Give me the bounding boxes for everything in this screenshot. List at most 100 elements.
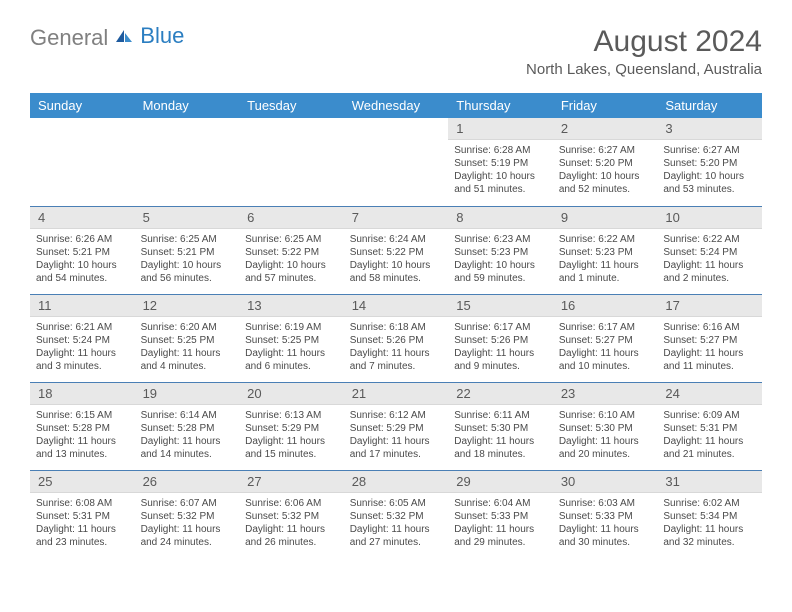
- daylight-text-line1: Daylight: 11 hours: [663, 523, 756, 536]
- calendar-week-row: 25Sunrise: 6:08 AMSunset: 5:31 PMDayligh…: [30, 470, 762, 558]
- daylight-text-line1: Daylight: 11 hours: [141, 435, 234, 448]
- day-content: Sunrise: 6:11 AMSunset: 5:30 PMDaylight:…: [448, 405, 553, 465]
- day-number: 16: [553, 295, 658, 317]
- sunrise-text: Sunrise: 6:25 AM: [245, 233, 338, 246]
- daylight-text-line1: Daylight: 11 hours: [559, 259, 652, 272]
- day-number: 14: [344, 295, 449, 317]
- calendar-day-cell: [30, 118, 135, 206]
- daylight-text-line1: Daylight: 11 hours: [141, 347, 234, 360]
- calendar-day-cell: 19Sunrise: 6:14 AMSunset: 5:28 PMDayligh…: [135, 382, 240, 470]
- day-number: 7: [344, 207, 449, 229]
- sunrise-text: Sunrise: 6:16 AM: [663, 321, 756, 334]
- daylight-text-line1: Daylight: 11 hours: [454, 347, 547, 360]
- sunset-text: Sunset: 5:24 PM: [36, 334, 129, 347]
- daylight-text-line2: and 15 minutes.: [245, 448, 338, 461]
- daylight-text-line1: Daylight: 10 hours: [141, 259, 234, 272]
- daylight-text-line1: Daylight: 11 hours: [141, 523, 234, 536]
- daylight-text-line1: Daylight: 11 hours: [36, 435, 129, 448]
- daylight-text-line2: and 4 minutes.: [141, 360, 234, 373]
- sunrise-text: Sunrise: 6:04 AM: [454, 497, 547, 510]
- day-number: 29: [448, 471, 553, 493]
- sunrise-text: Sunrise: 6:06 AM: [245, 497, 338, 510]
- sunrise-text: Sunrise: 6:24 AM: [350, 233, 443, 246]
- weekday-header: Saturday: [657, 93, 762, 118]
- day-number: 30: [553, 471, 658, 493]
- day-number: 13: [239, 295, 344, 317]
- daylight-text-line2: and 51 minutes.: [454, 183, 547, 196]
- sunset-text: Sunset: 5:27 PM: [559, 334, 652, 347]
- calendar-day-cell: 3Sunrise: 6:27 AMSunset: 5:20 PMDaylight…: [657, 118, 762, 206]
- sunset-text: Sunset: 5:31 PM: [663, 422, 756, 435]
- sunrise-text: Sunrise: 6:25 AM: [141, 233, 234, 246]
- weekday-header: Friday: [553, 93, 658, 118]
- day-content: Sunrise: 6:07 AMSunset: 5:32 PMDaylight:…: [135, 493, 240, 553]
- sunset-text: Sunset: 5:26 PM: [454, 334, 547, 347]
- day-content: Sunrise: 6:02 AMSunset: 5:34 PMDaylight:…: [657, 493, 762, 553]
- calendar-day-cell: 13Sunrise: 6:19 AMSunset: 5:25 PMDayligh…: [239, 294, 344, 382]
- day-number: 8: [448, 207, 553, 229]
- daylight-text-line1: Daylight: 10 hours: [350, 259, 443, 272]
- daylight-text-line2: and 29 minutes.: [454, 536, 547, 549]
- calendar-day-cell: 7Sunrise: 6:24 AMSunset: 5:22 PMDaylight…: [344, 206, 449, 294]
- daylight-text-line1: Daylight: 11 hours: [245, 347, 338, 360]
- calendar-week-row: 18Sunrise: 6:15 AMSunset: 5:28 PMDayligh…: [30, 382, 762, 470]
- daylight-text-line1: Daylight: 11 hours: [454, 523, 547, 536]
- sunrise-text: Sunrise: 6:13 AM: [245, 409, 338, 422]
- day-number: 10: [657, 207, 762, 229]
- sunrise-text: Sunrise: 6:07 AM: [141, 497, 234, 510]
- daylight-text-line1: Daylight: 11 hours: [350, 435, 443, 448]
- sunrise-text: Sunrise: 6:09 AM: [663, 409, 756, 422]
- sunset-text: Sunset: 5:31 PM: [36, 510, 129, 523]
- day-number: 27: [239, 471, 344, 493]
- sunrise-text: Sunrise: 6:28 AM: [454, 144, 547, 157]
- day-content: Sunrise: 6:21 AMSunset: 5:24 PMDaylight:…: [30, 317, 135, 377]
- month-title: August 2024: [526, 25, 762, 59]
- day-number: 21: [344, 383, 449, 405]
- calendar-week-row: 11Sunrise: 6:21 AMSunset: 5:24 PMDayligh…: [30, 294, 762, 382]
- calendar-day-cell: 18Sunrise: 6:15 AMSunset: 5:28 PMDayligh…: [30, 382, 135, 470]
- calendar-day-cell: 12Sunrise: 6:20 AMSunset: 5:25 PMDayligh…: [135, 294, 240, 382]
- calendar-day-cell: 31Sunrise: 6:02 AMSunset: 5:34 PMDayligh…: [657, 470, 762, 558]
- day-number: 3: [657, 118, 762, 140]
- day-number: 26: [135, 471, 240, 493]
- sunset-text: Sunset: 5:29 PM: [350, 422, 443, 435]
- sunset-text: Sunset: 5:28 PM: [36, 422, 129, 435]
- daylight-text-line1: Daylight: 10 hours: [36, 259, 129, 272]
- calendar-day-cell: [135, 118, 240, 206]
- weekday-header: Thursday: [448, 93, 553, 118]
- daylight-text-line1: Daylight: 10 hours: [559, 170, 652, 183]
- calendar-day-cell: 28Sunrise: 6:05 AMSunset: 5:32 PMDayligh…: [344, 470, 449, 558]
- day-content: Sunrise: 6:09 AMSunset: 5:31 PMDaylight:…: [657, 405, 762, 465]
- logo: General Blue: [30, 25, 184, 51]
- calendar-day-cell: 23Sunrise: 6:10 AMSunset: 5:30 PMDayligh…: [553, 382, 658, 470]
- sunset-text: Sunset: 5:19 PM: [454, 157, 547, 170]
- weekday-header: Monday: [135, 93, 240, 118]
- sunset-text: Sunset: 5:23 PM: [559, 246, 652, 259]
- day-content: Sunrise: 6:12 AMSunset: 5:29 PMDaylight:…: [344, 405, 449, 465]
- day-number: 19: [135, 383, 240, 405]
- sunset-text: Sunset: 5:21 PM: [36, 246, 129, 259]
- day-content: Sunrise: 6:05 AMSunset: 5:32 PMDaylight:…: [344, 493, 449, 553]
- day-number: 28: [344, 471, 449, 493]
- day-content: Sunrise: 6:03 AMSunset: 5:33 PMDaylight:…: [553, 493, 658, 553]
- day-content: Sunrise: 6:19 AMSunset: 5:25 PMDaylight:…: [239, 317, 344, 377]
- daylight-text-line2: and 27 minutes.: [350, 536, 443, 549]
- logo-sail-icon: [114, 28, 134, 49]
- day-content: Sunrise: 6:27 AMSunset: 5:20 PMDaylight:…: [657, 140, 762, 200]
- day-content: Sunrise: 6:17 AMSunset: 5:26 PMDaylight:…: [448, 317, 553, 377]
- daylight-text-line2: and 2 minutes.: [663, 272, 756, 285]
- calendar-day-cell: 30Sunrise: 6:03 AMSunset: 5:33 PMDayligh…: [553, 470, 658, 558]
- calendar-day-cell: 16Sunrise: 6:17 AMSunset: 5:27 PMDayligh…: [553, 294, 658, 382]
- sunset-text: Sunset: 5:34 PM: [663, 510, 756, 523]
- daylight-text-line1: Daylight: 11 hours: [245, 435, 338, 448]
- day-content: Sunrise: 6:27 AMSunset: 5:20 PMDaylight:…: [553, 140, 658, 200]
- daylight-text-line1: Daylight: 11 hours: [36, 523, 129, 536]
- day-content: Sunrise: 6:15 AMSunset: 5:28 PMDaylight:…: [30, 405, 135, 465]
- daylight-text-line2: and 18 minutes.: [454, 448, 547, 461]
- calendar-day-cell: 15Sunrise: 6:17 AMSunset: 5:26 PMDayligh…: [448, 294, 553, 382]
- calendar-day-cell: 29Sunrise: 6:04 AMSunset: 5:33 PMDayligh…: [448, 470, 553, 558]
- daylight-text-line2: and 13 minutes.: [36, 448, 129, 461]
- sunrise-text: Sunrise: 6:26 AM: [36, 233, 129, 246]
- sunrise-text: Sunrise: 6:15 AM: [36, 409, 129, 422]
- daylight-text-line1: Daylight: 11 hours: [36, 347, 129, 360]
